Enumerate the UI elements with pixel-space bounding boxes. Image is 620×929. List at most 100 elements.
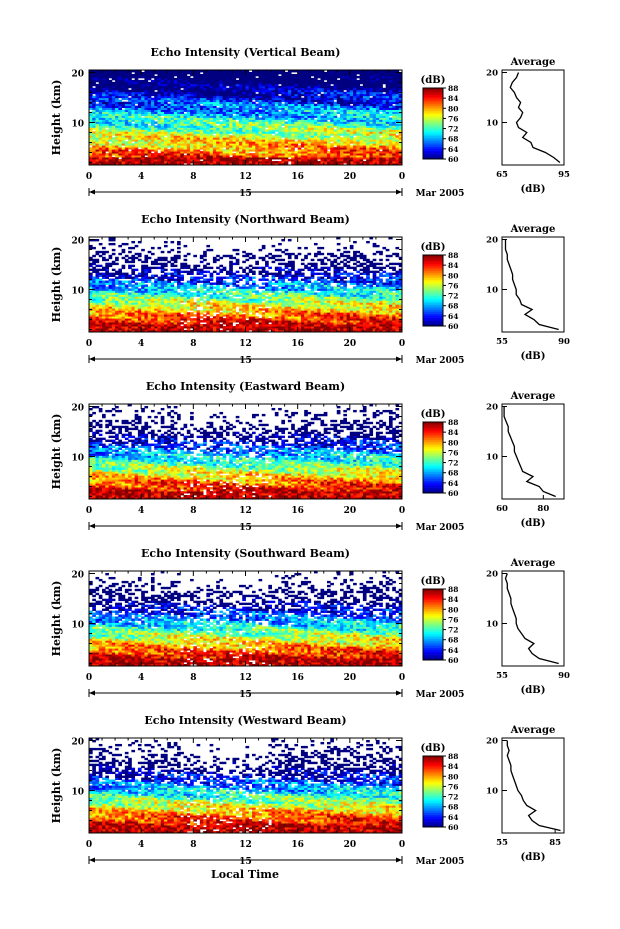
- heatmap-cell: [313, 105, 318, 109]
- heatmap-cell: [392, 127, 396, 130]
- heatmap-cell: [245, 157, 250, 160]
- heatmap-cell: [291, 157, 295, 160]
- heatmap-cell: [98, 141, 103, 144]
- heatmap-cell: [323, 157, 328, 160]
- heatmap-cell: [281, 135, 286, 138]
- heatmap-cell: [284, 155, 289, 158]
- panel-title: Echo Intensity (Northward Beam): [141, 213, 350, 226]
- heatmap-cell: [346, 107, 351, 110]
- heatmap-cell: [131, 131, 136, 134]
- heatmap-cell: [177, 149, 181, 152]
- heatmap-cell: [369, 121, 374, 124]
- heatmap-cell: [281, 139, 286, 142]
- heatmap-cell: [330, 145, 334, 148]
- heatmap-cell: [336, 145, 341, 148]
- heatmap-cell: [291, 139, 295, 142]
- heatmap-cell: [238, 151, 243, 154]
- colorbar-segment: [423, 105, 443, 108]
- heatmap-cell: [163, 129, 168, 132]
- heatmap-cell: [395, 115, 400, 118]
- heatmap-cell: [252, 137, 256, 140]
- heatmap-cell: [274, 157, 279, 160]
- heatmap-cell: [375, 145, 380, 148]
- heatmap-cell: [124, 147, 129, 150]
- heatmap-cell: [395, 127, 400, 130]
- heatmap-cell: [134, 151, 139, 154]
- heatmap-cell: [203, 153, 207, 156]
- heatmap-cell: [258, 103, 263, 107]
- heatmap-cell: [297, 151, 302, 154]
- heatmap-cell: [147, 147, 152, 150]
- heatmap-cell: [199, 133, 204, 136]
- heatmap-cell: [284, 137, 289, 140]
- heatmap-cell: [359, 151, 364, 154]
- heatmap-cell: [186, 139, 191, 142]
- heatmap-cell: [89, 133, 93, 136]
- heatmap-cell: [362, 101, 367, 105]
- heatmap-cell: [242, 145, 246, 148]
- heatmap-cell: [108, 115, 113, 118]
- heatmap-cell: [196, 123, 201, 126]
- heatmap-cell: [118, 145, 122, 148]
- heatmap-cell: [170, 163, 175, 166]
- heatmap-cell: [108, 163, 113, 166]
- heatmap-cell: [222, 133, 227, 136]
- heatmap-cell: [291, 113, 295, 116]
- heatmap-cell: [346, 109, 351, 112]
- heatmap-cell: [203, 149, 207, 152]
- heatmap-cell: [206, 125, 211, 128]
- heatmap-cell: [232, 117, 237, 120]
- heatmap-cell: [115, 111, 119, 114]
- heatmap-cell: [209, 117, 214, 120]
- heatmap-cell: [173, 159, 178, 162]
- heatmap-cell: [147, 161, 152, 164]
- heatmap-cell: [287, 109, 292, 112]
- heatmap-cell: [375, 127, 380, 130]
- heatmap-cell: [209, 121, 214, 124]
- heatmap-cell: [320, 117, 325, 120]
- heatmap-cell: [209, 131, 214, 134]
- heatmap-cell: [95, 139, 100, 142]
- heatmap-cell: [216, 119, 220, 122]
- heatmap-cell: [212, 143, 217, 146]
- heatmap-cell: [137, 163, 142, 166]
- heatmap-cell: [209, 123, 214, 126]
- heatmap-cell: [173, 113, 178, 116]
- heatmap-cell: [180, 326, 184, 329]
- heatmap-cell: [212, 139, 217, 142]
- heatmap-cell: [225, 127, 230, 130]
- heatmap-cell: [317, 117, 321, 120]
- heatmap-cell: [307, 153, 312, 156]
- heatmap-cell: [105, 157, 109, 160]
- heatmap-cell: [222, 139, 227, 142]
- heatmap-cell: [330, 121, 334, 124]
- heatmap-cell: [203, 324, 207, 327]
- heatmap-cell: [102, 161, 106, 164]
- heatmap-cell: [102, 107, 106, 110]
- heatmap-cell: [271, 145, 276, 148]
- heatmap-cell: [108, 131, 113, 134]
- heatmap-cell: [307, 109, 312, 112]
- heatmap-cell: [349, 155, 354, 158]
- heatmap-cell: [353, 115, 357, 118]
- heatmap-cell: [147, 105, 152, 109]
- heatmap-cell: [258, 139, 263, 142]
- heatmap-cell: [134, 131, 139, 134]
- heatmap-cell: [137, 151, 142, 154]
- heatmap-cell: [362, 145, 367, 148]
- heatmap-cell: [163, 149, 168, 152]
- heatmap-cell: [235, 111, 240, 114]
- heatmap-cells: [89, 70, 403, 166]
- heatmap-cell: [163, 159, 168, 162]
- heatmap-cell: [124, 163, 129, 166]
- heatmap-cell: [252, 145, 256, 148]
- heatmap-cell: [310, 163, 315, 166]
- heatmap-cell: [300, 159, 305, 162]
- heatmap-cell: [95, 143, 100, 146]
- heatmap-cell: [242, 129, 246, 132]
- heatmap-cell: [258, 155, 263, 158]
- heatmap-cell: [271, 161, 276, 164]
- colorbar-segment: [423, 111, 443, 114]
- heatmap-cell: [284, 145, 289, 148]
- heatmap-cell: [278, 131, 282, 134]
